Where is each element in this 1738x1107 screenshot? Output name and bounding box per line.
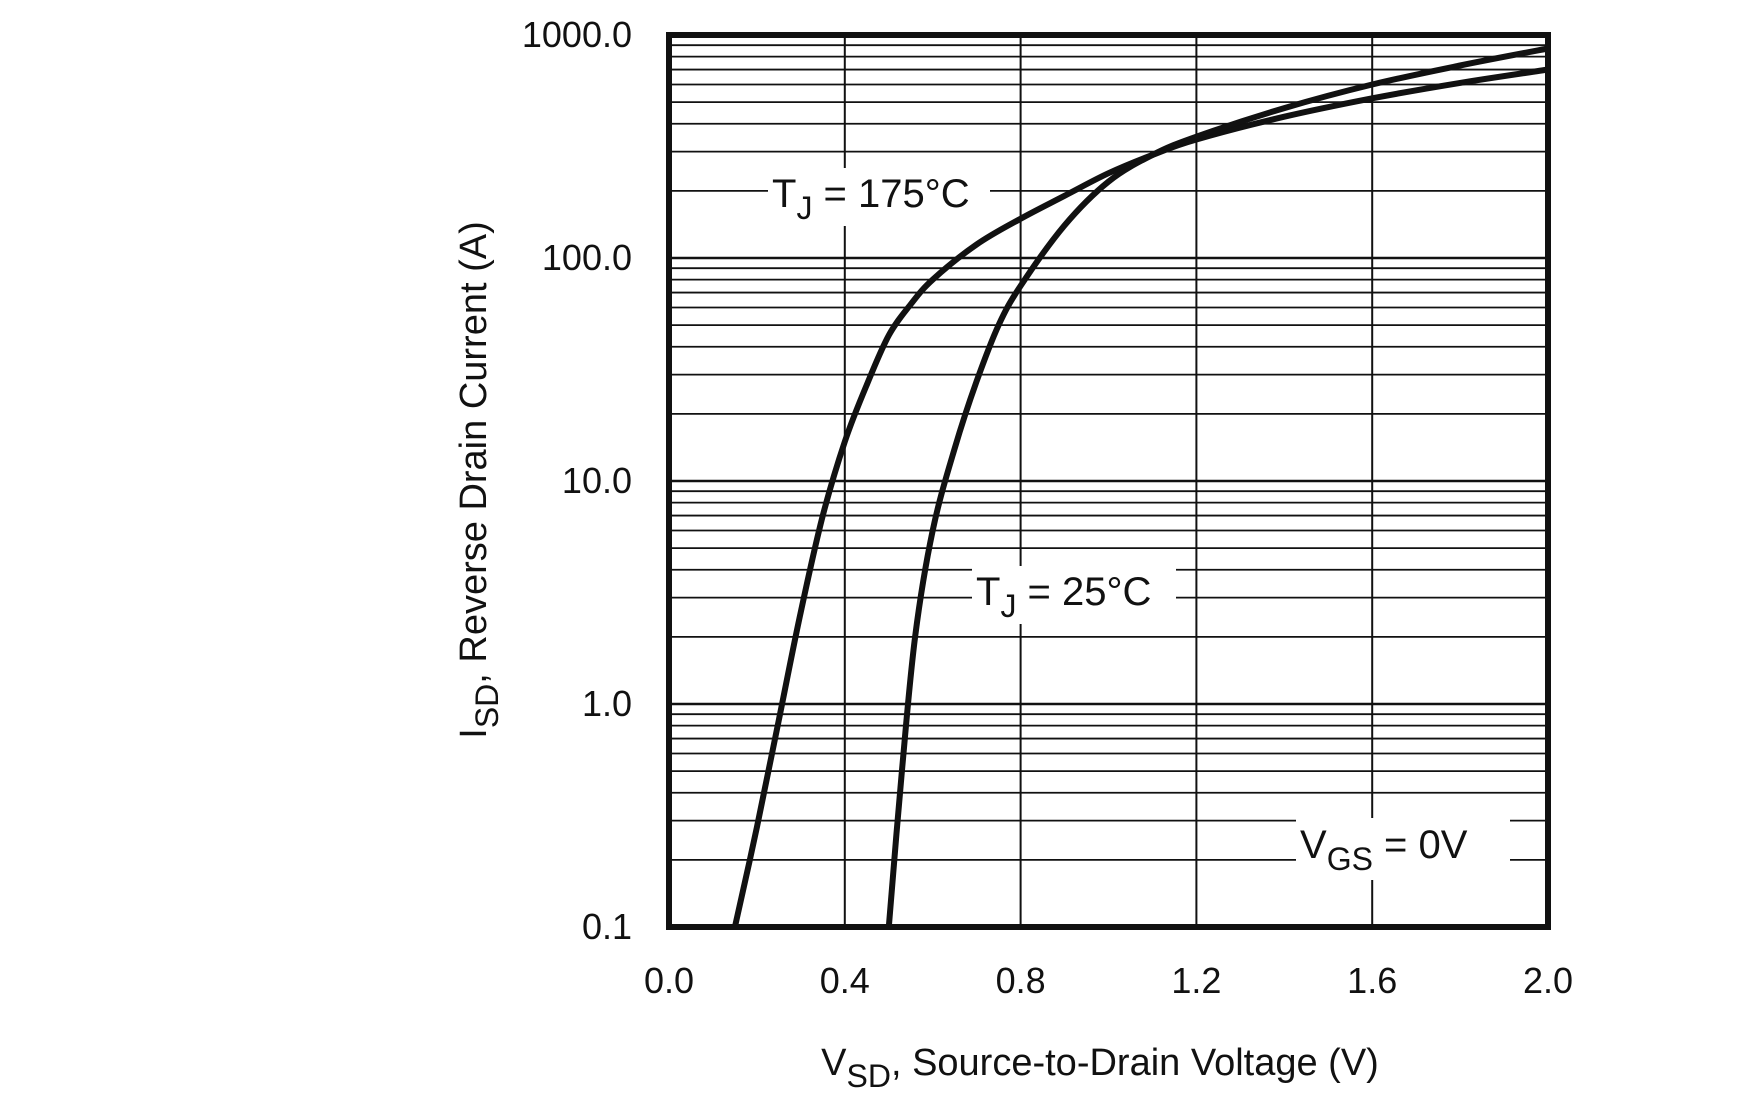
series-line-1 [885,45,1551,930]
curves [731,45,1551,930]
series-label-25-sub: J [1000,588,1016,624]
x-tick-label-0: 0.0 [644,960,694,1001]
y-tick-label-4: 1000.0 [522,14,632,55]
x-axis-label-sub: SD [847,1058,891,1094]
x-axis-label-main: V [821,1042,847,1084]
series-label-25-bg [972,566,1176,624]
annotation-vgs-rest: = 0V [1373,823,1468,867]
series-label-175-sub: J [796,190,812,226]
series-label-175-main: T [772,172,796,216]
y-tick-label-2: 10.0 [562,460,632,501]
x-tick-label-1: 0.4 [820,960,870,1001]
series-label-25: TJ = 25°C [976,570,1151,624]
series-label-25-rest: = 25°C [1016,570,1151,614]
grid [669,35,1548,927]
x-axis-label-rest: , Source-to-Drain Voltage (V) [891,1042,1379,1084]
series-label-175-rest: = 175°C [812,172,969,216]
annotation-vgs-bg [1296,818,1510,880]
y-axis-label: ISD, Reverse Drain Current (A) [453,221,505,738]
x-axis-label: VSD, Source-to-Drain Voltage (V) [821,1042,1379,1094]
series-label-175-bg [768,168,990,226]
annotation-vgs-sub: GS [1327,841,1373,877]
x-tick-labels: 0.0 0.4 0.8 1.2 1.6 2.0 [644,960,1573,1001]
y-axis-label-sub: SD [469,684,505,728]
y-tick-label-3: 100.0 [542,237,632,278]
x-tick-label-5: 2.0 [1523,960,1573,1001]
annotation-vgs-main: V [1300,823,1327,867]
x-tick-label-3: 1.2 [1171,960,1221,1001]
y-tick-labels: 0.1 1.0 10.0 100.0 1000.0 [522,14,632,947]
plot-frame [666,32,1551,930]
series-line-0 [731,66,1551,930]
x-tick-label-4: 1.6 [1347,960,1397,1001]
y-tick-label-1: 1.0 [582,683,632,724]
y-axis-label-main: I [453,728,495,739]
y-axis-label-rest: , Reverse Drain Current (A) [453,221,495,683]
x-tick-label-2: 0.8 [996,960,1046,1001]
series-label-175: TJ = 175°C [772,172,970,226]
series-label-25-main: T [976,570,1000,614]
y-tick-label-0: 0.1 [582,906,632,947]
annotation-vgs: VGS = 0V [1300,823,1468,877]
